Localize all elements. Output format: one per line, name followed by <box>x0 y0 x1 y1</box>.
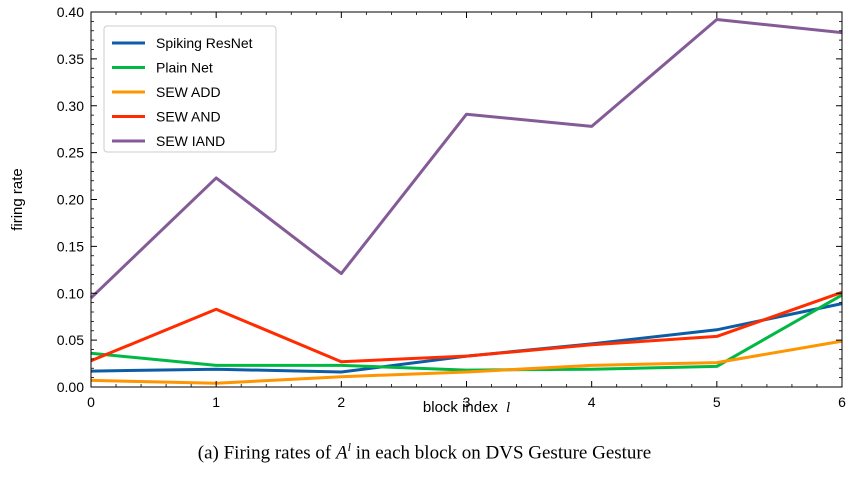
firing-rate-chart: 0 1 2 3 4 5 6 0.00 0.05 0.10 0.15 0.20 0.25 0.30 0.35… <box>9 4 846 416</box>
series-line-sew-and <box>90 290 843 364</box>
y-tick-label: 0.40 <box>57 4 84 20</box>
y-axis-ticks: 0.00 0.05 0.10 0.15 0.20 0.25 0.30 0.35 0.40 <box>57 4 842 395</box>
x-tick-label: 2 <box>337 394 345 410</box>
legend-label-sew-and: SEW AND <box>156 109 221 125</box>
x-tick-label: 6 <box>838 394 846 410</box>
legend: Spiking ResNet Plain Net SEW ADD SEW AND SEW… <box>103 25 277 153</box>
x-tick-label: 4 <box>588 394 596 410</box>
series-line-sew-add <box>90 339 843 385</box>
x-tick-label: 0 <box>87 394 95 410</box>
y-tick-label: 0.15 <box>57 238 84 254</box>
y-tick-label: 0.20 <box>57 192 84 208</box>
figure-caption: (a) Firing rates of Al in each block on … <box>0 440 849 464</box>
y-tick-label: 0.30 <box>57 98 84 114</box>
series-line-plain-net <box>90 293 843 372</box>
legend-label-spiking-resnet: Spiking ResNet <box>156 35 253 51</box>
caption-suffix: in each block on DVS Gesture Gesture <box>350 442 652 464</box>
x-tick-label: 3 <box>463 394 471 410</box>
y-tick-label: 0.05 <box>57 332 84 348</box>
y-tick-label: 0.00 <box>57 379 84 395</box>
y-axis-label: firing rate <box>9 168 26 231</box>
x-axis-label: block index l <box>423 399 510 416</box>
x-tick-label: 1 <box>212 394 220 410</box>
legend-box <box>103 25 277 153</box>
x-tick-label: 5 <box>713 394 721 410</box>
series-line-sew-iand <box>89 18 843 299</box>
legend-label-sew-add: SEW ADD <box>156 84 221 100</box>
y-tick-label: 0.35 <box>57 51 84 67</box>
caption-prefix: (a) Firing rates of <box>197 442 337 464</box>
legend-label-plain-net: Plain Net <box>156 60 213 76</box>
caption-math-base: A <box>336 442 348 464</box>
x-axis-ticks: 0 1 2 3 4 5 6 <box>87 12 846 410</box>
legend-label-sew-iand: SEW IAND <box>156 133 225 149</box>
caption-math-sup: l <box>347 440 351 454</box>
y-tick-label: 0.10 <box>57 285 84 301</box>
y-tick-label: 0.25 <box>57 145 84 161</box>
